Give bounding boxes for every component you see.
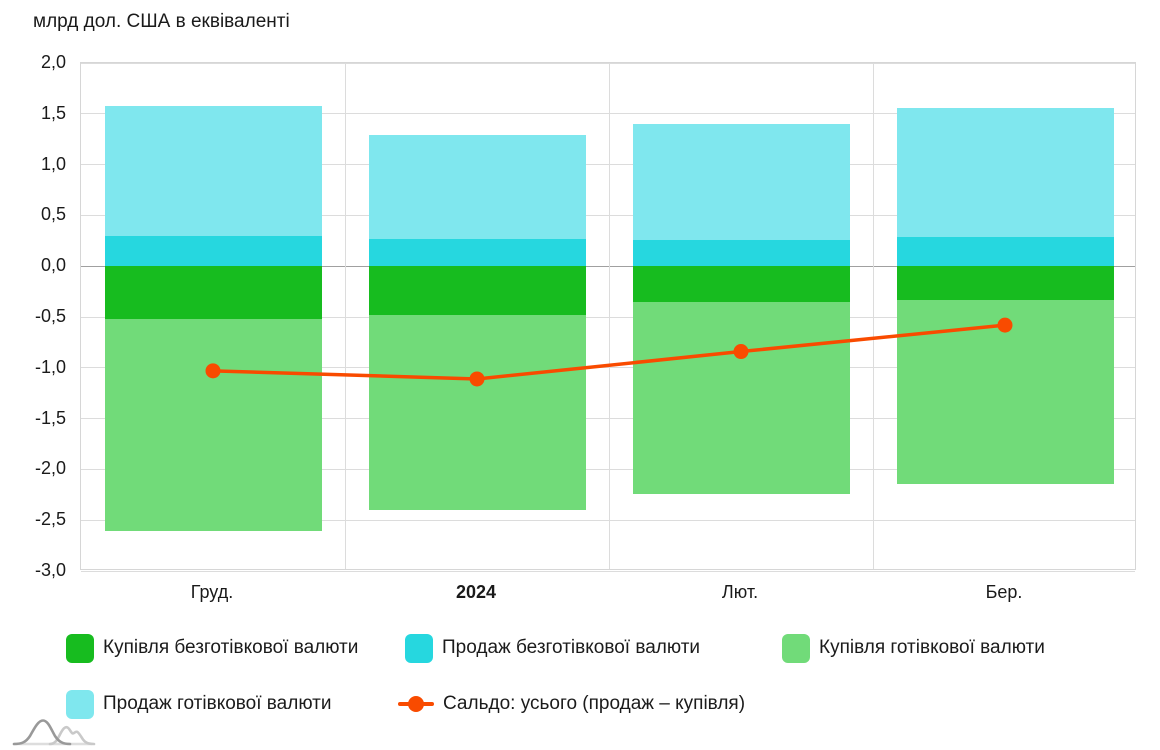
x-axis-tick-label: Лют. — [721, 582, 759, 602]
saldo-line — [212, 323, 1006, 381]
h-gridline — [81, 62, 1135, 64]
legend-label-saldo: Сальдо: усього (продаж – купівля) — [443, 693, 746, 714]
h-gridline — [81, 316, 1135, 318]
y-axis-tick-label: -3,0 — [34, 560, 66, 580]
y-axis-tick-label: 2,0 — [40, 52, 66, 72]
legend-item-sell-cashless[interactable]: Продаж безготівкової валюти — [405, 633, 700, 663]
bar-segment[interactable] — [632, 123, 850, 240]
y-axis-tick-label: -2,5 — [34, 509, 66, 530]
bell-curves-logo-icon — [12, 719, 96, 746]
h-gridline — [81, 214, 1135, 216]
saldo-line-layer: Сальдо: усього (продаж – купівля): -1.03… — [205, 317, 1013, 387]
legend-item-saldo[interactable]: Сальдо: усього (продаж – купівля) — [398, 689, 745, 719]
bar-segment[interactable] — [632, 266, 850, 302]
bar-segment[interactable] — [368, 135, 586, 239]
saldo-point[interactable]: Сальдо: усього (продаж – купівля): -1.03 — [205, 363, 221, 379]
legend-item-buy-cashless[interactable]: Купівля безготівкової валюти — [66, 633, 358, 663]
bar-segment[interactable] — [368, 266, 586, 315]
bar-segment[interactable] — [896, 107, 1114, 237]
legend-label-buy-cash: Купівля готівкової валюти — [819, 637, 1045, 658]
y-axis-tick-label: 1,5 — [40, 102, 66, 123]
saldo-point[interactable]: Сальдо: усього (продаж – купівля): -0.58 — [997, 317, 1013, 333]
bar-segment[interactable] — [104, 105, 322, 236]
bar-segment[interactable] — [368, 314, 586, 511]
h-gridline — [81, 265, 1135, 267]
h-gridline — [81, 468, 1135, 470]
legend-item-buy-cash[interactable]: Купівля готівкової валюти — [782, 633, 1045, 663]
y-axis-tick-label: -1,5 — [34, 407, 66, 428]
y-axis-tick-label: 0,5 — [40, 204, 66, 225]
y-axis-tick-label: 1,0 — [40, 153, 66, 174]
bar-segment[interactable] — [896, 266, 1114, 300]
bar-segment[interactable] — [104, 235, 322, 267]
bar-segment[interactable] — [632, 301, 850, 494]
bar-segment[interactable] — [104, 266, 322, 320]
legend-swatch-sell-cash — [66, 689, 94, 719]
bar-segment[interactable] — [896, 236, 1114, 267]
legend-swatch-buy-cash — [782, 633, 810, 663]
x-axis-tick-label: 2024 — [455, 582, 497, 602]
h-gridline — [81, 570, 1135, 572]
bar-segment[interactable] — [104, 319, 322, 532]
x-axis-tick-label: Груд. — [190, 582, 234, 602]
saldo-point[interactable]: Сальдо: усього (продаж – купівля): -1.11 — [469, 371, 485, 387]
y-axis-tick-label: -2,0 — [34, 458, 66, 479]
bar-segment[interactable] — [632, 239, 850, 267]
plot-area: Сальдо: усього (продаж – купівля): -1.03… — [80, 62, 1136, 572]
y-axis-tick-label: 0,0 — [40, 255, 66, 276]
h-gridline — [81, 164, 1135, 166]
v-gridline — [608, 63, 610, 569]
v-gridline — [344, 63, 346, 569]
h-gridline — [81, 519, 1135, 521]
y-axis-tick-label: -1,0 — [34, 356, 66, 377]
y-axis-tick-label: -0,5 — [34, 306, 66, 326]
legend-swatch-buy-cashless — [66, 633, 94, 663]
h-gridline — [81, 367, 1135, 369]
h-gridline — [81, 113, 1135, 115]
legend-label-buy-cashless: Купівля безготівкової валюти — [103, 637, 359, 658]
legend-label-sell-cash: Продаж готівкової валюти — [103, 693, 332, 714]
legend-label-sell-cashless: Продаж безготівкової валюти — [442, 637, 701, 658]
legend-item-sell-cash[interactable]: Продаж готівкової валюти — [66, 689, 331, 719]
h-gridline — [81, 418, 1135, 420]
x-axis-tick-label: Бер. — [985, 582, 1023, 602]
v-gridline — [872, 63, 874, 569]
chart-title: млрд дол. США в еквіваленті — [33, 11, 290, 32]
saldo-legend-marker-icon — [398, 689, 434, 719]
bar-segment[interactable] — [368, 238, 586, 267]
legend-swatch-sell-cashless — [405, 633, 433, 663]
saldo-point[interactable]: Сальдо: усього (продаж – купівля): -0.84 — [733, 344, 749, 360]
